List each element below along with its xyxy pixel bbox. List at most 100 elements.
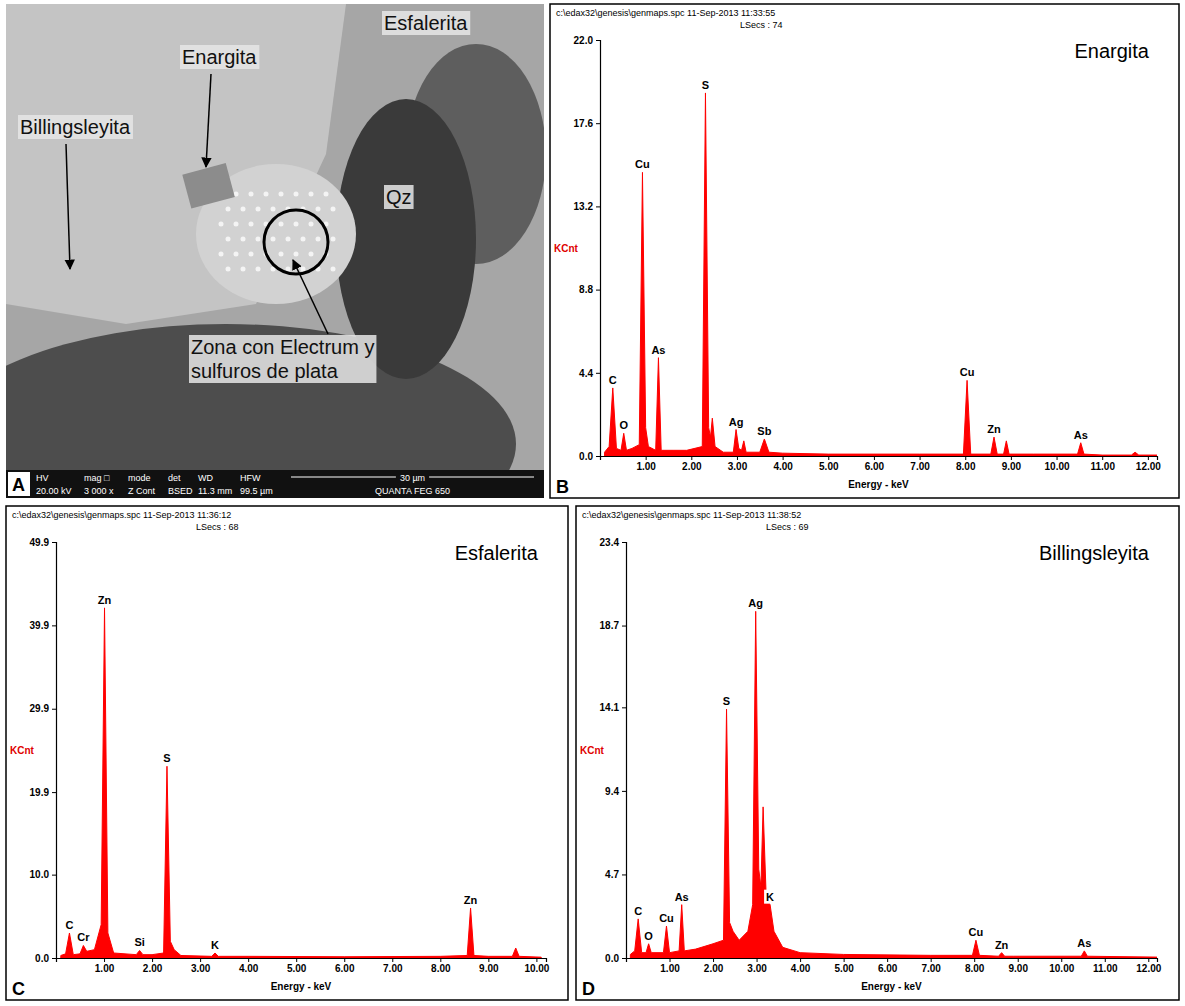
peak-label-text: Cu	[635, 158, 650, 170]
y-tick-mark	[52, 792, 56, 793]
x-axis-line	[601, 457, 1158, 461]
y-tick-label: 0.0	[579, 451, 593, 462]
y-tick-mark	[52, 542, 56, 543]
image-label: Qz	[384, 185, 414, 209]
peak-label-text: K	[211, 939, 219, 951]
x-tick: 6.00	[878, 958, 898, 974]
info-value: BSED	[168, 486, 193, 496]
peak-label: O	[642, 929, 655, 943]
peak-label: S	[700, 78, 711, 92]
x-tick-label: 12.00	[1136, 461, 1161, 472]
text-patch	[746, 596, 765, 610]
x-tick: 5.00	[834, 958, 854, 974]
plot-marks	[605, 93, 1157, 456]
peak-label: Zn	[462, 893, 480, 907]
x-tick-label: 8.00	[956, 461, 976, 472]
speckle	[294, 252, 299, 257]
y-axis-line	[52, 543, 57, 959]
x-tick-label: 11.00	[1090, 461, 1115, 472]
peak-label-text: As	[1077, 937, 1091, 949]
x-tick: 3.00	[191, 958, 211, 974]
peak-label: C	[632, 904, 644, 918]
x-tick-label: 8.00	[431, 963, 451, 974]
peak-label: Cu	[633, 157, 652, 171]
peak-label-text: Zn	[464, 894, 478, 906]
speckle	[279, 252, 284, 257]
speckle	[309, 192, 314, 197]
text-patch	[382, 11, 470, 35]
x-tick-mark	[1011, 456, 1012, 460]
label-line: sulfuros de plata	[191, 360, 339, 382]
y-tick-label: 10.0	[30, 869, 50, 880]
y-tick: 29.9	[30, 703, 56, 714]
label-line: Enargita	[182, 46, 257, 68]
peak-label: Cu	[967, 925, 986, 939]
y-tick-mark	[622, 791, 626, 792]
x-axis-line	[627, 959, 1158, 963]
x-tick: 2.00	[143, 958, 163, 974]
speckle	[249, 252, 254, 257]
y-tick-mark	[596, 373, 600, 374]
x-tick-mark	[392, 958, 393, 962]
panel-title: Billingsleyita	[1039, 542, 1150, 564]
x-tick: 3.00	[728, 456, 748, 472]
speckle	[294, 192, 299, 197]
y-axis-line	[622, 543, 627, 959]
y-tick-label: 19.9	[30, 787, 50, 798]
panel-frame	[6, 506, 568, 1000]
arrow	[293, 260, 328, 334]
x-tick-label: 8.00	[965, 963, 985, 974]
x-tick-label: 6.00	[335, 963, 355, 974]
panel-frame	[550, 4, 1179, 498]
image-label-text: Billingsleyita	[20, 116, 131, 138]
micrograph	[6, 4, 544, 498]
speckle	[226, 237, 231, 242]
text-patch	[764, 890, 776, 904]
x-tick-label: 7.00	[383, 963, 403, 974]
x-tick-label: 3.00	[747, 963, 767, 974]
text-patch	[189, 335, 376, 383]
panel-frame	[576, 506, 1179, 1000]
speckle	[331, 207, 336, 212]
y-tick-label: 49.9	[30, 537, 50, 548]
x-tick-mark	[200, 958, 201, 962]
text-patch	[633, 157, 652, 171]
text-patch	[180, 45, 259, 69]
x-tick-mark	[488, 958, 489, 962]
info-label: mode	[128, 473, 151, 483]
image-label: Enargita	[180, 45, 259, 69]
speckle	[226, 207, 231, 212]
y-tick: 9.4	[605, 786, 626, 797]
y-tick-mark	[52, 709, 56, 710]
info-value: 11.3 mm	[198, 486, 232, 496]
text-patch	[209, 938, 221, 952]
y-tick: 18.7	[600, 620, 626, 631]
speckle	[234, 222, 239, 227]
speckle	[331, 237, 336, 242]
image-panel: EsfaleritaEnargitaBillingsleyitaQzZona c…	[0, 4, 546, 564]
text-patch	[721, 694, 732, 708]
x-tick: 6.00	[335, 958, 355, 974]
x-tick-mark	[670, 958, 671, 962]
x-tick: 1.00	[660, 958, 680, 974]
x-tick-mark	[1102, 456, 1103, 460]
x-tick-mark	[920, 456, 921, 460]
text-patch	[384, 185, 414, 209]
spectrum-panel: 1.002.003.004.005.006.007.008.009.0010.0…	[6, 506, 568, 1000]
x-tick-mark	[344, 958, 345, 962]
x-tick-mark	[828, 456, 829, 460]
arrow	[206, 74, 211, 167]
peak-label: O	[617, 418, 630, 432]
peak-label-text: C	[65, 919, 73, 931]
speckle	[309, 222, 314, 227]
x-tick: 8.00	[431, 958, 451, 974]
image-label: Zona con Electrum ysulfuros de plata	[189, 335, 376, 383]
speckle	[241, 207, 246, 212]
text-patch	[700, 78, 711, 92]
x-axis-title: Energy - keV	[848, 479, 909, 490]
y-axis-title: KCnt	[554, 243, 579, 254]
text-patch	[132, 935, 146, 949]
peak-label: C	[63, 918, 75, 932]
x-tick-mark	[536, 958, 537, 962]
x-tick-label: 9.00	[479, 963, 499, 974]
